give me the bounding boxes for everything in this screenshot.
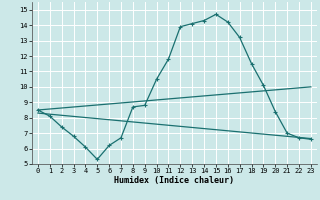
X-axis label: Humidex (Indice chaleur): Humidex (Indice chaleur) bbox=[115, 176, 234, 185]
